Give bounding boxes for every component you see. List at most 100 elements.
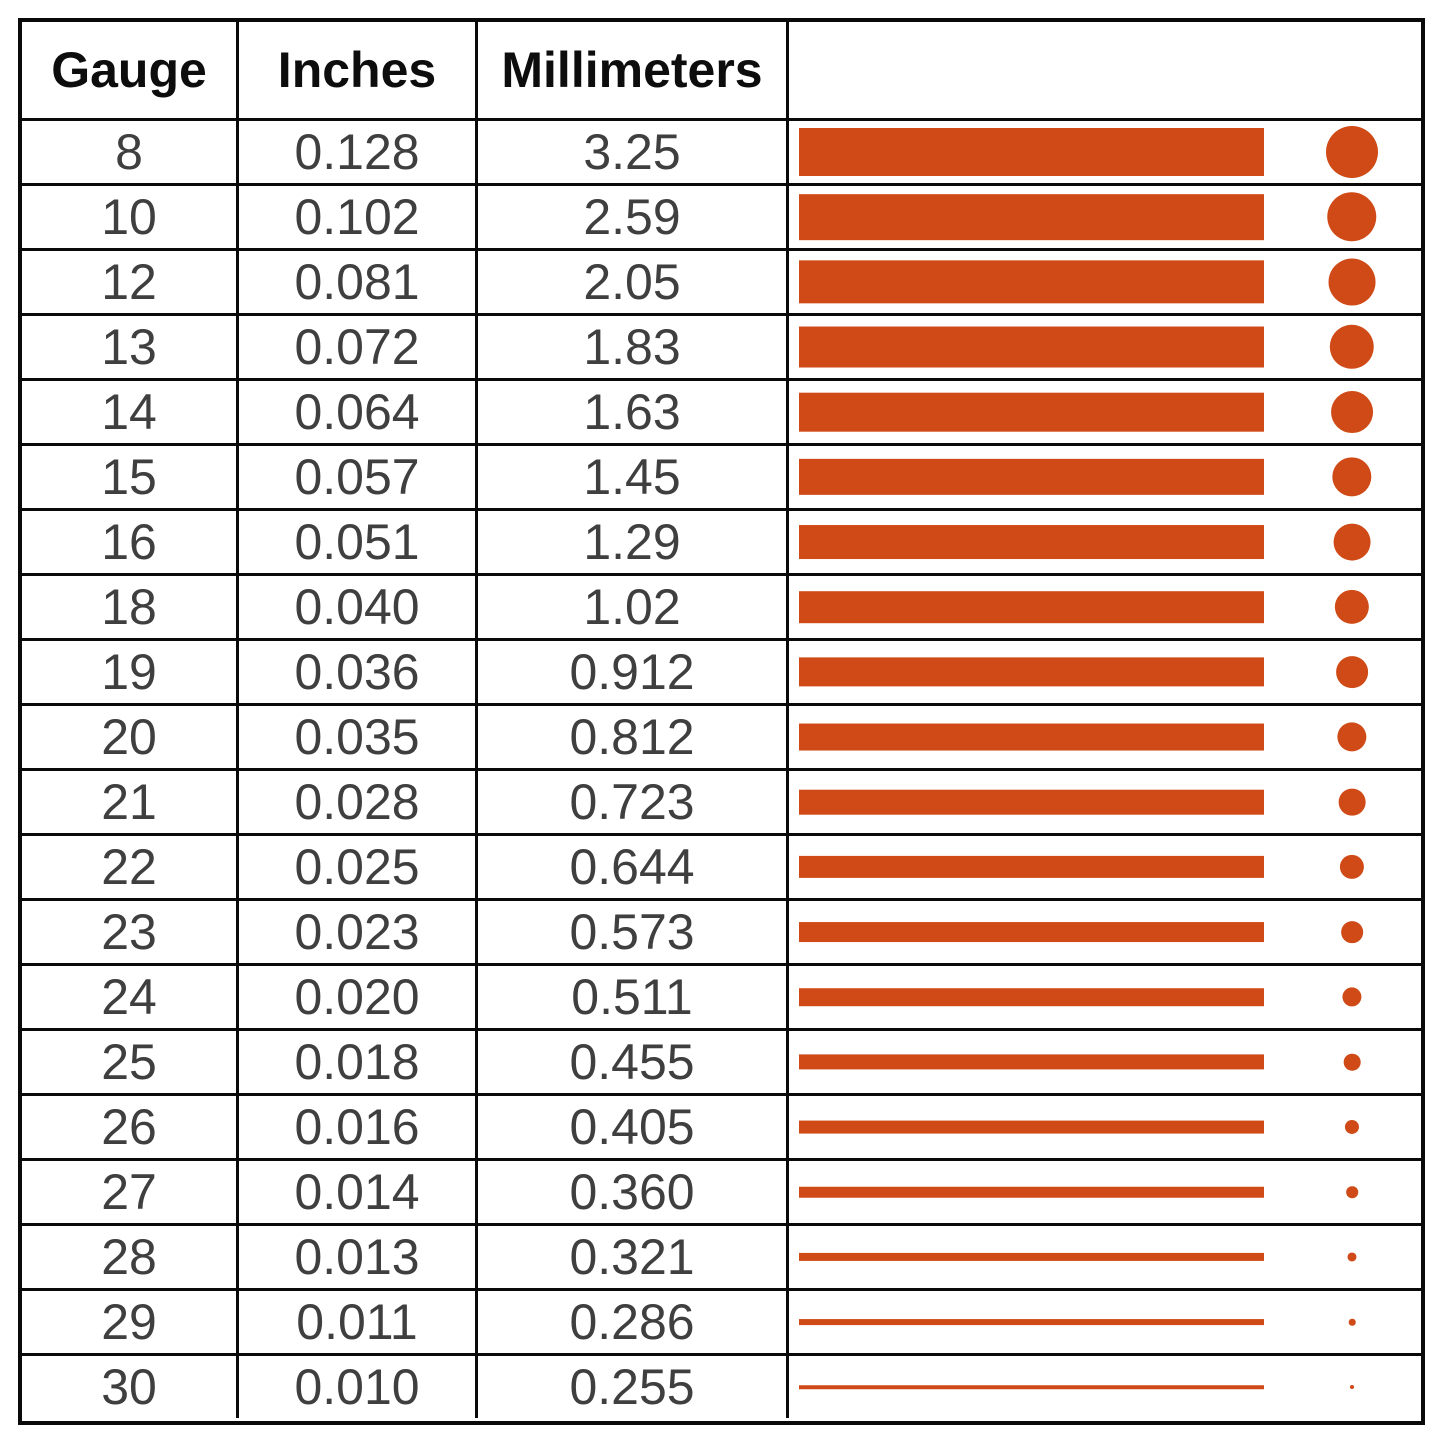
wire-thickness-bar: [799, 988, 1264, 1006]
table-row: 22 0.025 0.644: [22, 833, 1421, 898]
table-row: 23 0.023 0.573: [22, 898, 1421, 963]
mm-value: 1.83: [478, 316, 789, 378]
mm-value: 0.255: [478, 1356, 789, 1418]
mm-value: 0.511: [478, 966, 789, 1028]
wire-cross-section-dot: [1337, 722, 1367, 752]
wire-cross-section-dot: [1347, 1252, 1357, 1262]
wire-visual-cell: [789, 1031, 1421, 1093]
mm-value: 1.45: [478, 446, 789, 508]
mm-value: 0.321: [478, 1226, 789, 1288]
wire-thickness-bar: [799, 1186, 1264, 1198]
mm-value: 0.573: [478, 901, 789, 963]
inches-value: 0.036: [239, 641, 478, 703]
inches-value: 0.064: [239, 381, 478, 443]
col-header-visual: [789, 22, 1421, 118]
wire-cross-section-dot: [1331, 391, 1373, 433]
wire-cross-section-dot: [1343, 1053, 1361, 1071]
wire-thickness-bar: [799, 723, 1264, 751]
table-row: 25 0.018 0.455: [22, 1028, 1421, 1093]
gauge-value: 22: [22, 836, 239, 898]
wire-cross-section-dot: [1338, 788, 1366, 816]
wire-thickness-bar: [799, 1319, 1264, 1325]
table-row: 16 0.051 1.29: [22, 508, 1421, 573]
inches-value: 0.040: [239, 576, 478, 638]
table-body: 8 0.128 3.25 10 0.102 2.59 12 0.081 2.05…: [22, 118, 1421, 1418]
table-row: 27 0.014 0.360: [22, 1158, 1421, 1223]
wire-visual-cell: [789, 1226, 1421, 1288]
mm-value: 1.29: [478, 511, 789, 573]
inches-value: 0.128: [239, 121, 478, 183]
inches-value: 0.011: [239, 1291, 478, 1353]
mm-value: 0.644: [478, 836, 789, 898]
table-row: 18 0.040 1.02: [22, 573, 1421, 638]
wire-thickness-bar: [799, 128, 1264, 176]
inches-value: 0.102: [239, 186, 478, 248]
wire-thickness-bar: [799, 1120, 1264, 1134]
gauge-value: 14: [22, 381, 239, 443]
table-row: 28 0.013 0.321: [22, 1223, 1421, 1288]
wire-visual-cell: [789, 771, 1421, 833]
wire-cross-section-dot: [1327, 192, 1377, 242]
table-row: 21 0.028 0.723: [22, 768, 1421, 833]
gauge-value: 29: [22, 1291, 239, 1353]
wire-cross-section-dot: [1348, 1318, 1356, 1326]
wire-visual-cell: [789, 1356, 1421, 1418]
mm-value: 0.286: [478, 1291, 789, 1353]
inches-value: 0.035: [239, 706, 478, 768]
gauge-value: 15: [22, 446, 239, 508]
mm-value: 0.912: [478, 641, 789, 703]
wire-thickness-bar: [799, 260, 1264, 304]
inches-value: 0.057: [239, 446, 478, 508]
mm-value: 1.02: [478, 576, 789, 638]
mm-value: 2.05: [478, 251, 789, 313]
wire-cross-section-dot: [1336, 656, 1368, 688]
gauge-value: 26: [22, 1096, 239, 1158]
inches-value: 0.081: [239, 251, 478, 313]
inches-value: 0.010: [239, 1356, 478, 1418]
wire-visual-cell: [789, 121, 1421, 183]
mm-value: 0.360: [478, 1161, 789, 1223]
table-row: 19 0.036 0.912: [22, 638, 1421, 703]
wire-cross-section-dot: [1350, 1385, 1354, 1389]
table-row: 15 0.057 1.45: [22, 443, 1421, 508]
inches-value: 0.013: [239, 1226, 478, 1288]
wire-cross-section-dot: [1328, 258, 1376, 306]
wire-thickness-bar: [799, 855, 1264, 879]
wire-visual-cell: [789, 1291, 1421, 1353]
wire-thickness-bar: [799, 591, 1264, 623]
wire-cross-section-dot: [1346, 1186, 1358, 1198]
inches-value: 0.014: [239, 1161, 478, 1223]
wire-visual-cell: [789, 1161, 1421, 1223]
col-header-inches: Inches: [239, 22, 478, 118]
wire-cross-section-dot: [1332, 457, 1372, 497]
table-row: 26 0.016 0.405: [22, 1093, 1421, 1158]
wire-cross-section-dot: [1334, 589, 1370, 625]
gauge-value: 21: [22, 771, 239, 833]
wire-thickness-bar: [799, 1385, 1264, 1389]
table-row: 12 0.081 2.05: [22, 248, 1421, 313]
wire-thickness-bar: [799, 392, 1264, 432]
inches-value: 0.018: [239, 1031, 478, 1093]
inches-value: 0.016: [239, 1096, 478, 1158]
mm-value: 3.25: [478, 121, 789, 183]
inches-value: 0.051: [239, 511, 478, 573]
mm-value: 0.812: [478, 706, 789, 768]
wire-visual-cell: [789, 641, 1421, 703]
wire-thickness-bar: [799, 525, 1264, 559]
mm-value: 0.405: [478, 1096, 789, 1158]
inches-value: 0.072: [239, 316, 478, 378]
table-row: 14 0.064 1.63: [22, 378, 1421, 443]
mm-value: 0.723: [478, 771, 789, 833]
table-row: 20 0.035 0.812: [22, 703, 1421, 768]
wire-visual-cell: [789, 446, 1421, 508]
wire-thickness-bar: [799, 1054, 1264, 1070]
table-row: 29 0.011 0.286: [22, 1288, 1421, 1353]
wire-visual-cell: [789, 576, 1421, 638]
gauge-value: 25: [22, 1031, 239, 1093]
wire-visual-cell: [789, 251, 1421, 313]
table-row: 30 0.010 0.255: [22, 1353, 1421, 1418]
wire-cross-section-dot: [1344, 1119, 1360, 1135]
wire-cross-section-dot: [1333, 523, 1371, 561]
table-row: 24 0.020 0.511: [22, 963, 1421, 1028]
wire-cross-section-dot: [1329, 324, 1375, 370]
